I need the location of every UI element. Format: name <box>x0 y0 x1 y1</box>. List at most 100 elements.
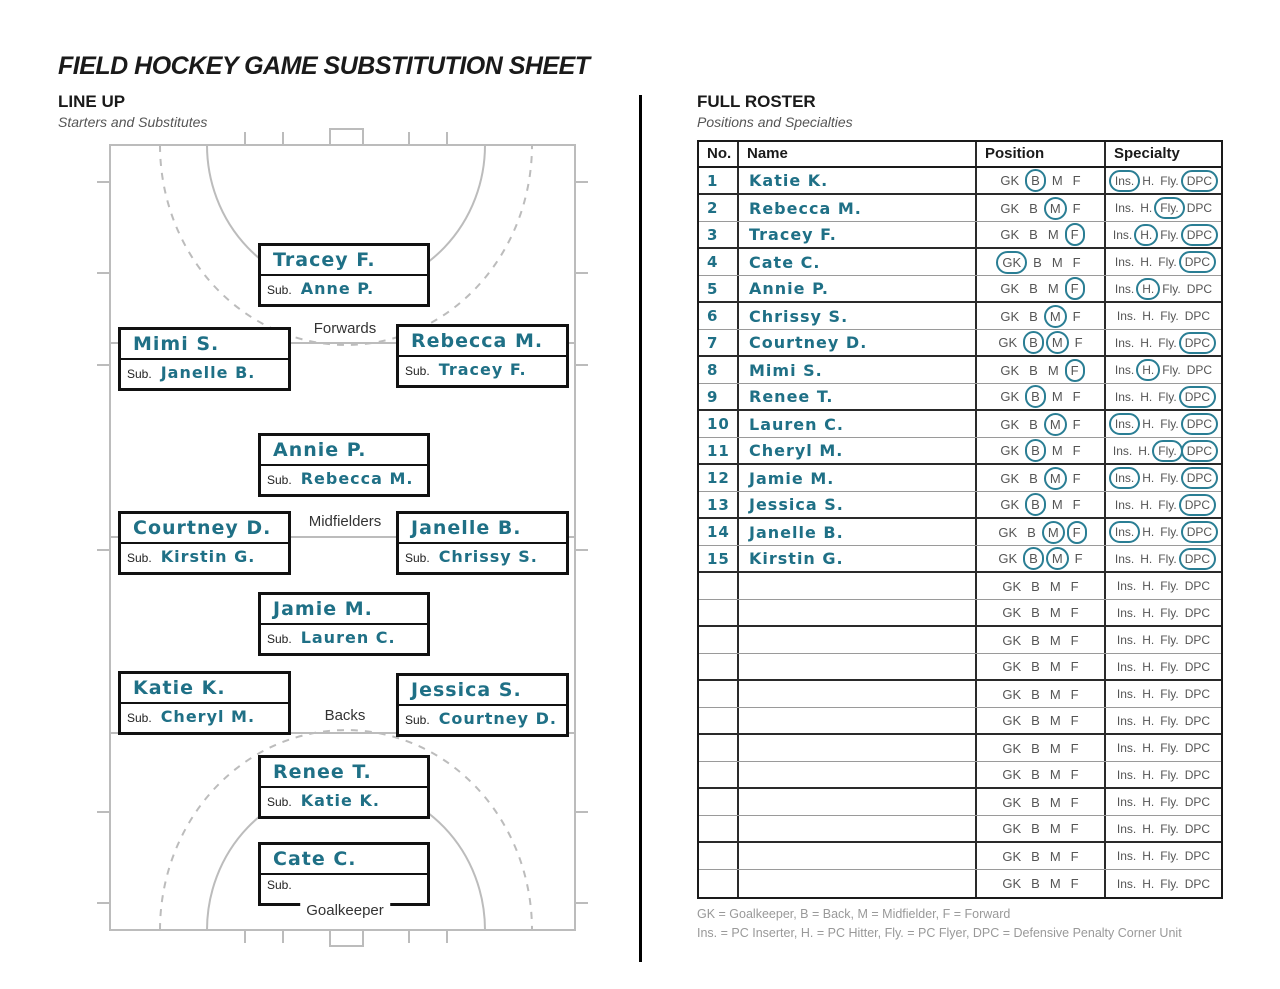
position-option: F <box>1070 686 1079 702</box>
player-name: Jamie M. <box>739 465 977 491</box>
roster-row: 14 Janelle B. GK B M F Ins. H. Fly. DPC <box>699 519 1221 546</box>
specialty-option: Fly. <box>1158 335 1177 350</box>
sub-name: Anne P. <box>300 279 375 298</box>
specialty-option: Ins. <box>1116 633 1137 647</box>
position-option: F <box>1072 443 1081 458</box>
position-cell: GK B M F <box>977 816 1106 841</box>
specialty-option: H. <box>1142 713 1155 728</box>
specialty-option: DPC <box>1184 767 1211 782</box>
position-option: F <box>1072 470 1081 486</box>
backs-label: Backs <box>318 707 372 724</box>
player-name: Kirstin G. <box>739 546 977 571</box>
specialty-option: DPC <box>1184 579 1211 593</box>
specialty-option-circled: DPC <box>1178 251 1217 273</box>
position-option: B <box>1031 686 1040 702</box>
position-option: M <box>1049 713 1061 728</box>
specialty-option: Fly. <box>1158 551 1177 566</box>
player-name: Mimi S. <box>739 357 977 383</box>
position-option: B <box>1029 308 1038 324</box>
position-option: F <box>1072 173 1081 188</box>
position-option: M <box>1049 686 1061 702</box>
player-name <box>739 735 977 761</box>
lineup-box-left-forward: Mimi S. Sub. Janelle B. <box>118 327 291 391</box>
position-cell: GK B M F <box>977 195 1106 221</box>
roster-row: GK B M F Ins. H. Fly. DPC <box>699 816 1221 843</box>
position-option: GK <box>1002 821 1022 836</box>
position-option: GK <box>1000 281 1020 296</box>
position-option: GK <box>1000 389 1020 404</box>
legend-line-specialties: Ins. = PC Inserter, H. = PC Hitter, Fly.… <box>697 926 1182 941</box>
position-option: GK <box>998 551 1018 566</box>
position-cell: GK B M F <box>977 843 1106 869</box>
position-option-circled: F <box>1064 358 1085 382</box>
player-number: 4 <box>699 249 739 275</box>
position-option: F <box>1070 848 1079 864</box>
position-cell: GK B M F <box>977 384 1106 409</box>
position-option: F <box>1070 578 1079 594</box>
position-option: F <box>1072 389 1081 404</box>
specialty-option: H. <box>1140 255 1153 269</box>
position-option: GK <box>1000 362 1020 378</box>
position-option-circled: GK <box>996 250 1028 274</box>
position-option: GK <box>998 335 1018 350</box>
player-number: 14 <box>699 519 739 545</box>
col-header-no: No. <box>699 142 739 166</box>
specialty-option: Ins. <box>1114 551 1135 566</box>
specialty-option-circled: DPC <box>1180 467 1219 489</box>
player-name: Katie K. <box>739 168 977 193</box>
specialty-option: Ins. <box>1114 389 1135 404</box>
specialty-option: H. <box>1140 335 1153 350</box>
position-option: F <box>1070 632 1079 648</box>
specialty-option: Fly. <box>1158 255 1177 269</box>
lineup-box-defensive-mid: Jamie M. Sub. Lauren C. <box>258 592 430 656</box>
position-option: M <box>1049 821 1061 836</box>
specialty-option: DPC <box>1184 795 1211 809</box>
specialty-option: Fly. <box>1160 173 1179 188</box>
roster-row: 10 Lauren C. GK B M F Ins. H. Fly. DPC <box>699 411 1221 438</box>
player-number <box>699 789 739 815</box>
specialty-option-circled: H. <box>1134 223 1159 246</box>
specialty-option: DPC <box>1186 281 1213 296</box>
specialty-cell: Ins. H. Fly. DPC <box>1106 600 1221 625</box>
position-option: GK <box>1002 740 1022 756</box>
specialty-option: Fly. <box>1160 767 1179 782</box>
specialty-cell: Ins. H. Fly. DPC <box>1106 735 1221 761</box>
specialty-option-circled: DPC <box>1178 331 1217 354</box>
starter-name: Renee T. <box>261 758 427 788</box>
specialty-cell: Ins. H. Fly. DPC <box>1106 627 1221 653</box>
position-option: F <box>1074 335 1083 350</box>
specialty-option: H. <box>1142 795 1155 809</box>
player-name <box>739 708 977 733</box>
position-option-circled: M <box>1043 196 1067 220</box>
position-option: M <box>1049 740 1061 756</box>
sub-label: Sub. <box>405 551 430 565</box>
specialty-option: DPC <box>1184 876 1211 891</box>
roster-header-row: No. Name Position Specialty <box>699 142 1221 168</box>
specialty-option: H. <box>1142 687 1155 701</box>
specialty-option: H. <box>1142 579 1155 593</box>
player-number <box>699 654 739 679</box>
specialty-cell: Ins. H. Fly. DPC <box>1106 249 1221 275</box>
specialty-option-circled: H. <box>1136 277 1161 300</box>
specialty-option-circled: Ins. <box>1108 521 1141 543</box>
position-option: GK <box>1002 713 1022 728</box>
position-option: B <box>1031 821 1040 836</box>
position-option: GK <box>1002 794 1022 810</box>
position-option: GK <box>1000 470 1020 486</box>
specialty-option: Fly. <box>1160 633 1179 647</box>
specialty-option: DPC <box>1184 309 1211 323</box>
specialty-option: Fly. <box>1160 605 1179 620</box>
specialty-cell: Ins. H. Fly. DPC <box>1106 195 1221 221</box>
position-option-circled: M <box>1041 520 1065 544</box>
roster-table: No. Name Position Specialty 1 Katie K. G… <box>697 140 1223 899</box>
position-option: GK <box>1002 876 1022 891</box>
position-option: F <box>1070 821 1079 836</box>
specialty-cell: Ins. H. Fly. DPC <box>1106 843 1221 869</box>
sub-label: Sub. <box>405 364 430 378</box>
position-option: B <box>1031 740 1040 756</box>
position-option-circled: B <box>1025 385 1046 408</box>
starter-name: Courtney D. <box>121 514 288 544</box>
specialty-option: H. <box>1142 659 1155 674</box>
sub-name: Katie K. <box>300 791 380 810</box>
